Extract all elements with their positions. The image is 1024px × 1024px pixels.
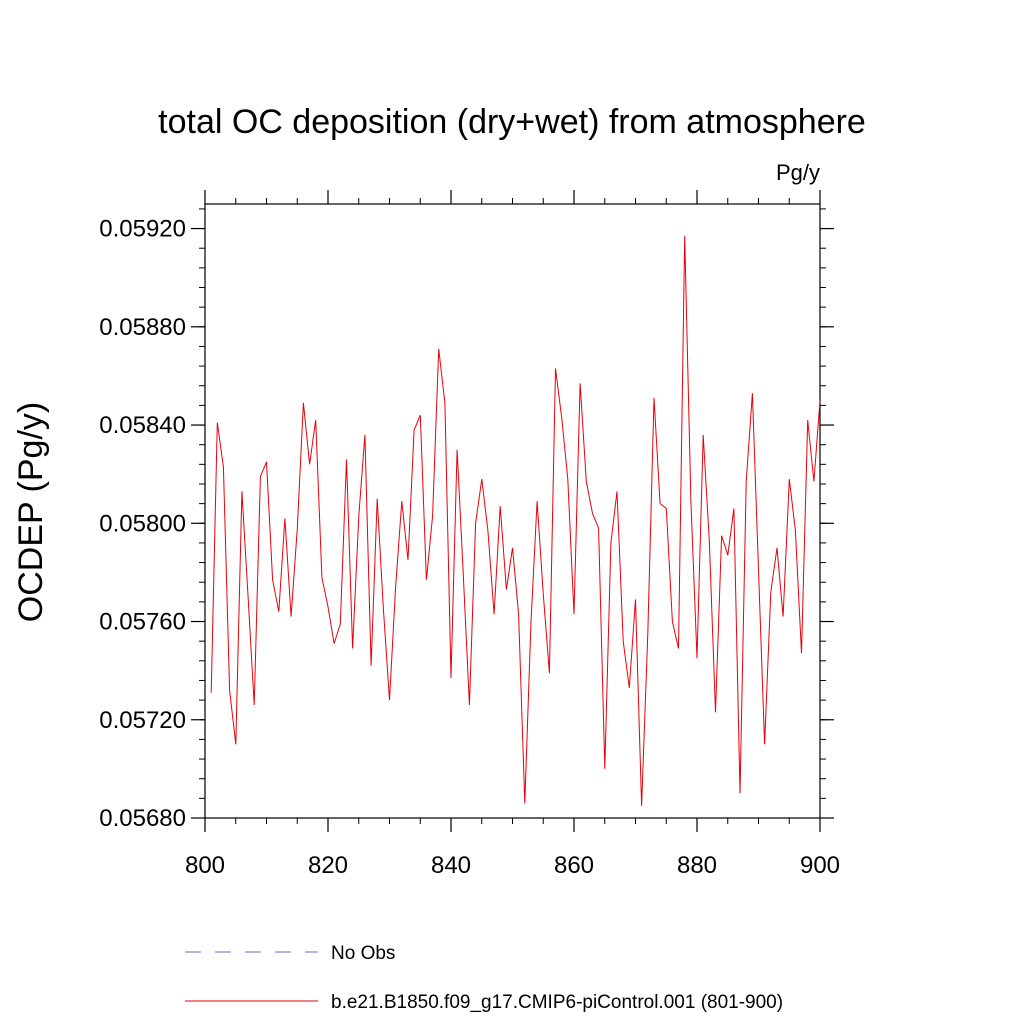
- y-tick-label: 0.05720: [99, 707, 186, 734]
- y-tick-label: 0.05680: [99, 805, 186, 832]
- y-tick-label: 0.05840: [99, 412, 186, 439]
- legend: No Obs b.e21.B1850.f09_g17.CMIP6-piContr…: [185, 943, 783, 1013]
- x-tick-label: 800: [185, 852, 225, 879]
- x-tick-label: 900: [800, 852, 840, 879]
- y-tick-label: 0.05880: [99, 314, 186, 341]
- x-tick-label: 820: [308, 852, 348, 879]
- x-tick-label: 840: [431, 852, 471, 879]
- x-tick-label: 880: [677, 852, 717, 879]
- y-tick-label: 0.05920: [99, 216, 186, 243]
- x-tick-label: 860: [554, 852, 594, 879]
- series-layer: [210, 235, 821, 806]
- chart-title: total OC deposition (dry+wet) from atmos…: [158, 103, 866, 141]
- legend-label-model: b.e21.B1850.f09_g17.CMIP6-piControl.001 …: [331, 992, 783, 1013]
- units-label: Pg/y: [776, 160, 820, 185]
- y-tick-label: 0.05760: [99, 609, 186, 636]
- y-axis: 0.05680 0.05720 0.05760 0.05800 0.05840 0.058…: [99, 208, 834, 832]
- legend-label-obs: No Obs: [331, 943, 395, 964]
- series-line-model: [210, 235, 821, 806]
- y-tick-label: 0.05800: [99, 510, 186, 537]
- x-axis: 800 820 840 860 880 900: [185, 190, 840, 879]
- y-axis-label: OCDEP (Pg/y): [12, 402, 50, 622]
- plot-frame: [204, 203, 821, 819]
